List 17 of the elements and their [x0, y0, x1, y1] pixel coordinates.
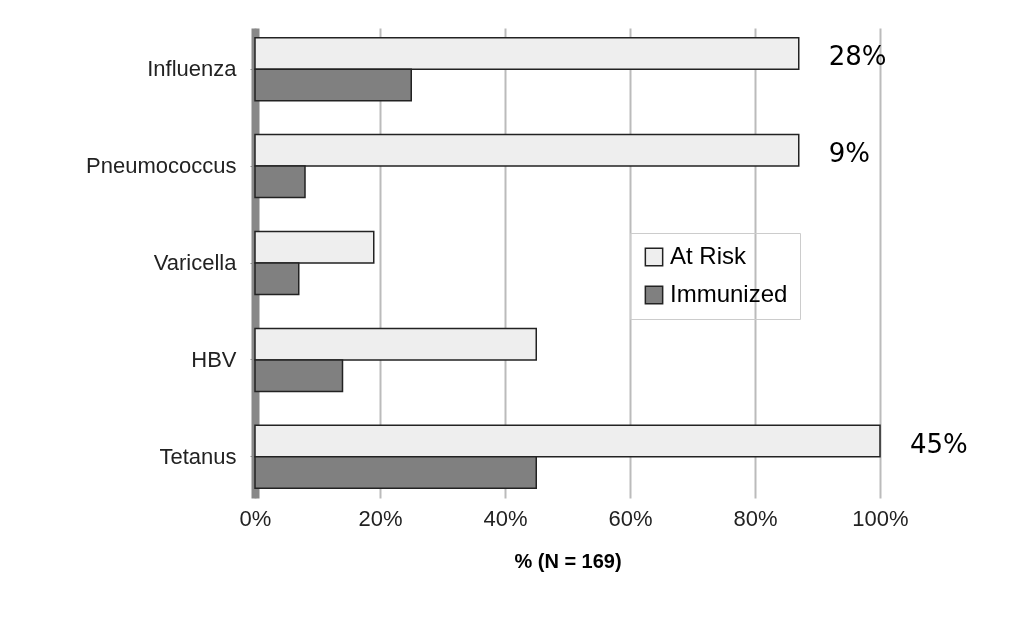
annotation: 9% [828, 138, 870, 169]
y-tick-label: Pneumococcus [86, 153, 237, 179]
legend-label: Immunized [670, 280, 788, 307]
x-tick-label: 80% [733, 505, 778, 531]
x-tick-label: 0% [239, 505, 272, 531]
x-axis-title: % (N = 169) [514, 549, 622, 572]
x-tick-label: 100% [852, 505, 909, 531]
y-tick-label: HBV [191, 346, 237, 372]
x-tick-label: 60% [608, 505, 653, 531]
x-tick-label: 40% [483, 505, 528, 531]
y-tick-label: Influenza [147, 56, 238, 82]
y-tick-label: Tetanus [159, 443, 237, 469]
x-tick-label: 20% [358, 505, 403, 531]
y-tick-label: Varicella [153, 250, 238, 275]
annotation: 28% [828, 41, 887, 72]
legend-label: At Risk [670, 242, 748, 269]
text: 45% [910, 428, 968, 459]
